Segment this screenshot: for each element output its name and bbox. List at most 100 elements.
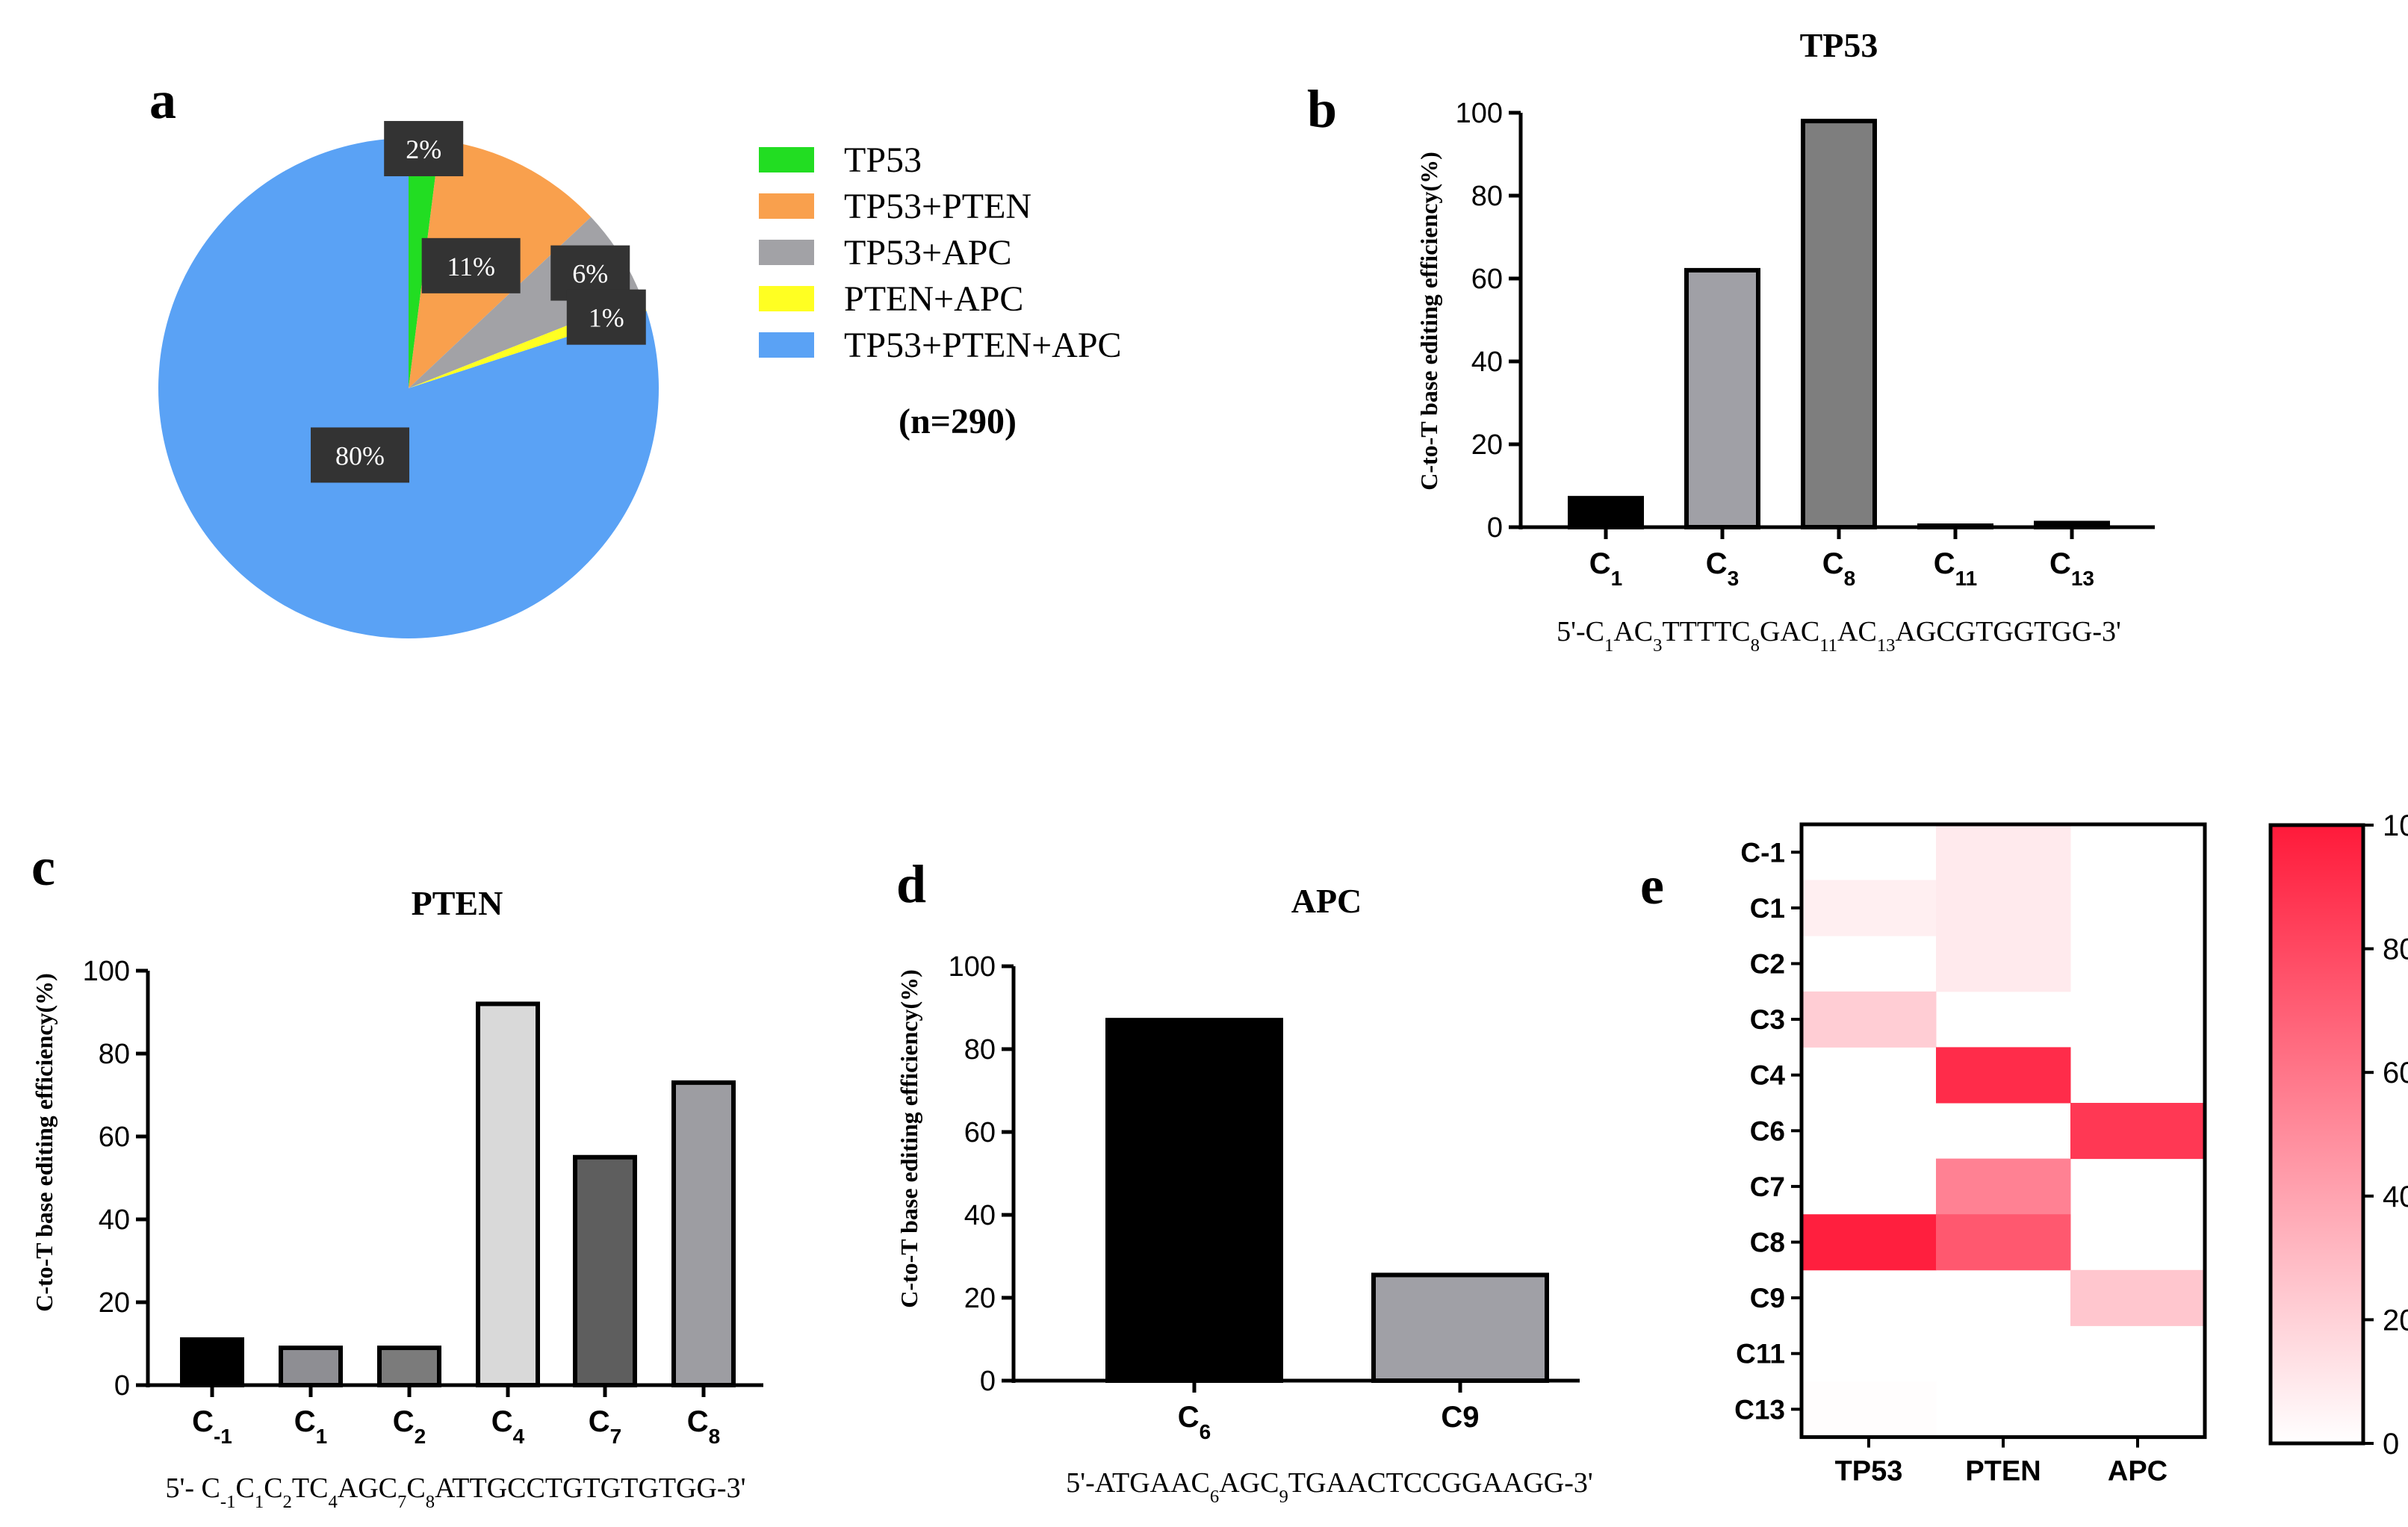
pie-value-label-text: 80% <box>335 441 385 470</box>
legend-item: TP53+PTEN+APC <box>759 326 1122 365</box>
x-tick-label-base: C <box>2049 547 2071 580</box>
sequence-label-d: 5'-ATGAAC6AGC9TGAACTCCGGAAGG-3' <box>1066 1467 1593 1507</box>
heatmap-cell <box>1936 1214 2071 1271</box>
y-tick-label: 0 <box>980 1366 996 1397</box>
bar-chart-d: 0 20 40 60 80 100 C6 C9 <box>949 951 1580 1443</box>
pie-value-label: 80% <box>311 427 410 483</box>
bar-c9 <box>1371 1272 1549 1383</box>
heatmap-cell <box>1936 1047 2071 1104</box>
legend-swatch <box>759 240 814 265</box>
x-tick-label-sub: -1 <box>214 1425 232 1448</box>
legend-item: TP53+PTEN <box>759 187 1031 226</box>
sequence-subscript: 3 <box>1653 635 1662 656</box>
pie-value-label: 1% <box>566 289 646 345</box>
x-tick-label-sub: 7 <box>610 1425 622 1448</box>
x-tick-label: C8 <box>687 1405 720 1448</box>
heatmap: C-1 C1 C2 C3 C4 C6 C7 C8 C9 C11 C13 TP53 PTEN APC <box>1734 822 2207 1487</box>
x-tick-label: C6 <box>1178 1401 1211 1443</box>
x-tick-label: C3 <box>1706 547 1739 590</box>
pie-value-label: 11% <box>421 237 521 293</box>
x-tick-label-base: C <box>687 1405 709 1438</box>
heatmap-cell <box>1936 824 2071 881</box>
colorbar-tick-label: 80 <box>2383 933 2408 966</box>
y-tick-label: 100 <box>949 951 996 983</box>
y-tick-label: 40 <box>99 1204 130 1236</box>
sequence-label-c: 5'- C-1C1C2TC4AGC7C8ATTGCCTGTGTGTGG-3' <box>166 1472 746 1512</box>
x-tick-label-sub: 1 <box>1611 567 1623 590</box>
bar-c8 <box>1801 119 1877 530</box>
legend-swatch <box>759 147 814 172</box>
pie-value-label-text: 6% <box>572 259 608 289</box>
colorbar-tick-label: 40 <box>2383 1181 2408 1213</box>
y-axis-label-c: C-to-T base editing efficiency(%) <box>31 973 58 1312</box>
x-tick-label-base: C <box>1589 547 1611 580</box>
heatmap-row-label: C11 <box>1736 1339 1785 1369</box>
panel-e: e C-1 C1 C2 C3 C4 C6 C7 C8 C9 C11 C13 TP53 PTEN APC 0… <box>1640 809 2408 1487</box>
x-tick-label: C13 <box>2049 547 2094 590</box>
x-tick-label-base: C <box>294 1405 316 1438</box>
x-tick-label-base: C <box>393 1405 415 1438</box>
y-tick-label: 20 <box>1471 429 1503 461</box>
heatmap-cell <box>1802 880 1937 936</box>
heatmap-cell <box>1936 1158 2071 1215</box>
sequence-subscript: 7 <box>397 1492 406 1512</box>
heatmap-row-label: C8 <box>1750 1228 1785 1258</box>
bar-c4 <box>476 1001 540 1388</box>
panel-letter-b: b <box>1307 79 1337 139</box>
colorbar-tick-label: 100 <box>2383 809 2408 842</box>
colorbar-tick-label: 60 <box>2383 1057 2408 1089</box>
heatmap-cell <box>1802 991 1937 1048</box>
pie-value-label-box <box>311 427 410 483</box>
sequence-text: TC <box>292 1472 329 1504</box>
heatmap-frame <box>1799 822 2207 1440</box>
legend-label: PTEN+APC <box>844 279 1023 319</box>
sequence-text: AC <box>1613 616 1653 647</box>
x-tick-label-base: C <box>192 1405 214 1438</box>
heatmap-cell <box>2070 1103 2206 1160</box>
panel-letter-c: c <box>31 837 55 897</box>
pie-value-label-box <box>384 121 464 177</box>
x-tick-label: C11 <box>1934 547 1978 590</box>
legend-label: TP53 <box>844 140 922 180</box>
heatmap-cell <box>1802 1214 1937 1271</box>
panel-letter-e: e <box>1640 856 1664 915</box>
x-tick-label: C2 <box>393 1405 426 1448</box>
y-axis-label-d: C-to-T base editing efficiency(%) <box>896 969 922 1308</box>
panel-c: c PTEN C-to-T base editing efficiency(%)… <box>31 837 763 1512</box>
panel-a: a 2% 11% 6% 1% 80% TP53 TP53+PTEN TP53+APC PTEN… <box>149 70 1122 639</box>
heatmap-colorbar: 0 20 40 60 80 100 <box>2268 809 2408 1461</box>
legend-label: TP53+PTEN <box>844 187 1031 226</box>
sequence-text: AGCGTGGTGG-3' <box>1896 616 2121 647</box>
heatmap-col-label: APC <box>2108 1456 2167 1487</box>
sequence-subscript: 6 <box>1210 1487 1219 1507</box>
sequence-text: AGC <box>338 1472 397 1504</box>
sequence-subscript: 8 <box>1751 635 1760 656</box>
panel-d: d APC C-to-T base editing efficiency(%) … <box>896 854 1593 1507</box>
x-tick-label-base: C <box>1822 547 1844 580</box>
pie-value-label: 6% <box>550 245 630 301</box>
sequence-text: C <box>406 1472 425 1504</box>
sequence-text: TGAACTCCGGAAGG-3' <box>1288 1467 1593 1499</box>
pie-chart <box>158 138 660 639</box>
colorbar-tick-label: 0 <box>2383 1428 2399 1461</box>
bar-c13 <box>2034 520 2110 530</box>
x-tick-label-sub: 11 <box>1955 567 1978 590</box>
heatmap-cell <box>2070 1269 2206 1326</box>
pie-value-labels: 2% 11% 6% 1% 80% <box>311 121 646 483</box>
sequence-text: 5'-C <box>1557 616 1604 647</box>
x-tick-label: C4 <box>491 1405 525 1448</box>
pie-value-label: 2% <box>384 121 464 177</box>
x-tick-label-sub: 1 <box>316 1425 328 1448</box>
bar-c1 <box>1568 496 1644 530</box>
y-axis-label-b: C-to-T base editing efficiency(%) <box>1415 152 1442 491</box>
x-tick-label-base: C <box>491 1405 513 1438</box>
heatmap-col-label: TP53 <box>1835 1456 1903 1487</box>
pie-slice-tp53-pten-apc <box>158 138 660 639</box>
y-tick-label: 100 <box>1456 98 1503 129</box>
x-tick-label-sub: 2 <box>415 1425 426 1448</box>
heatmap-cell <box>1936 880 2071 936</box>
heatmap-row-label: C9 <box>1750 1283 1785 1313</box>
x-tick-label-base: C <box>1706 547 1728 580</box>
